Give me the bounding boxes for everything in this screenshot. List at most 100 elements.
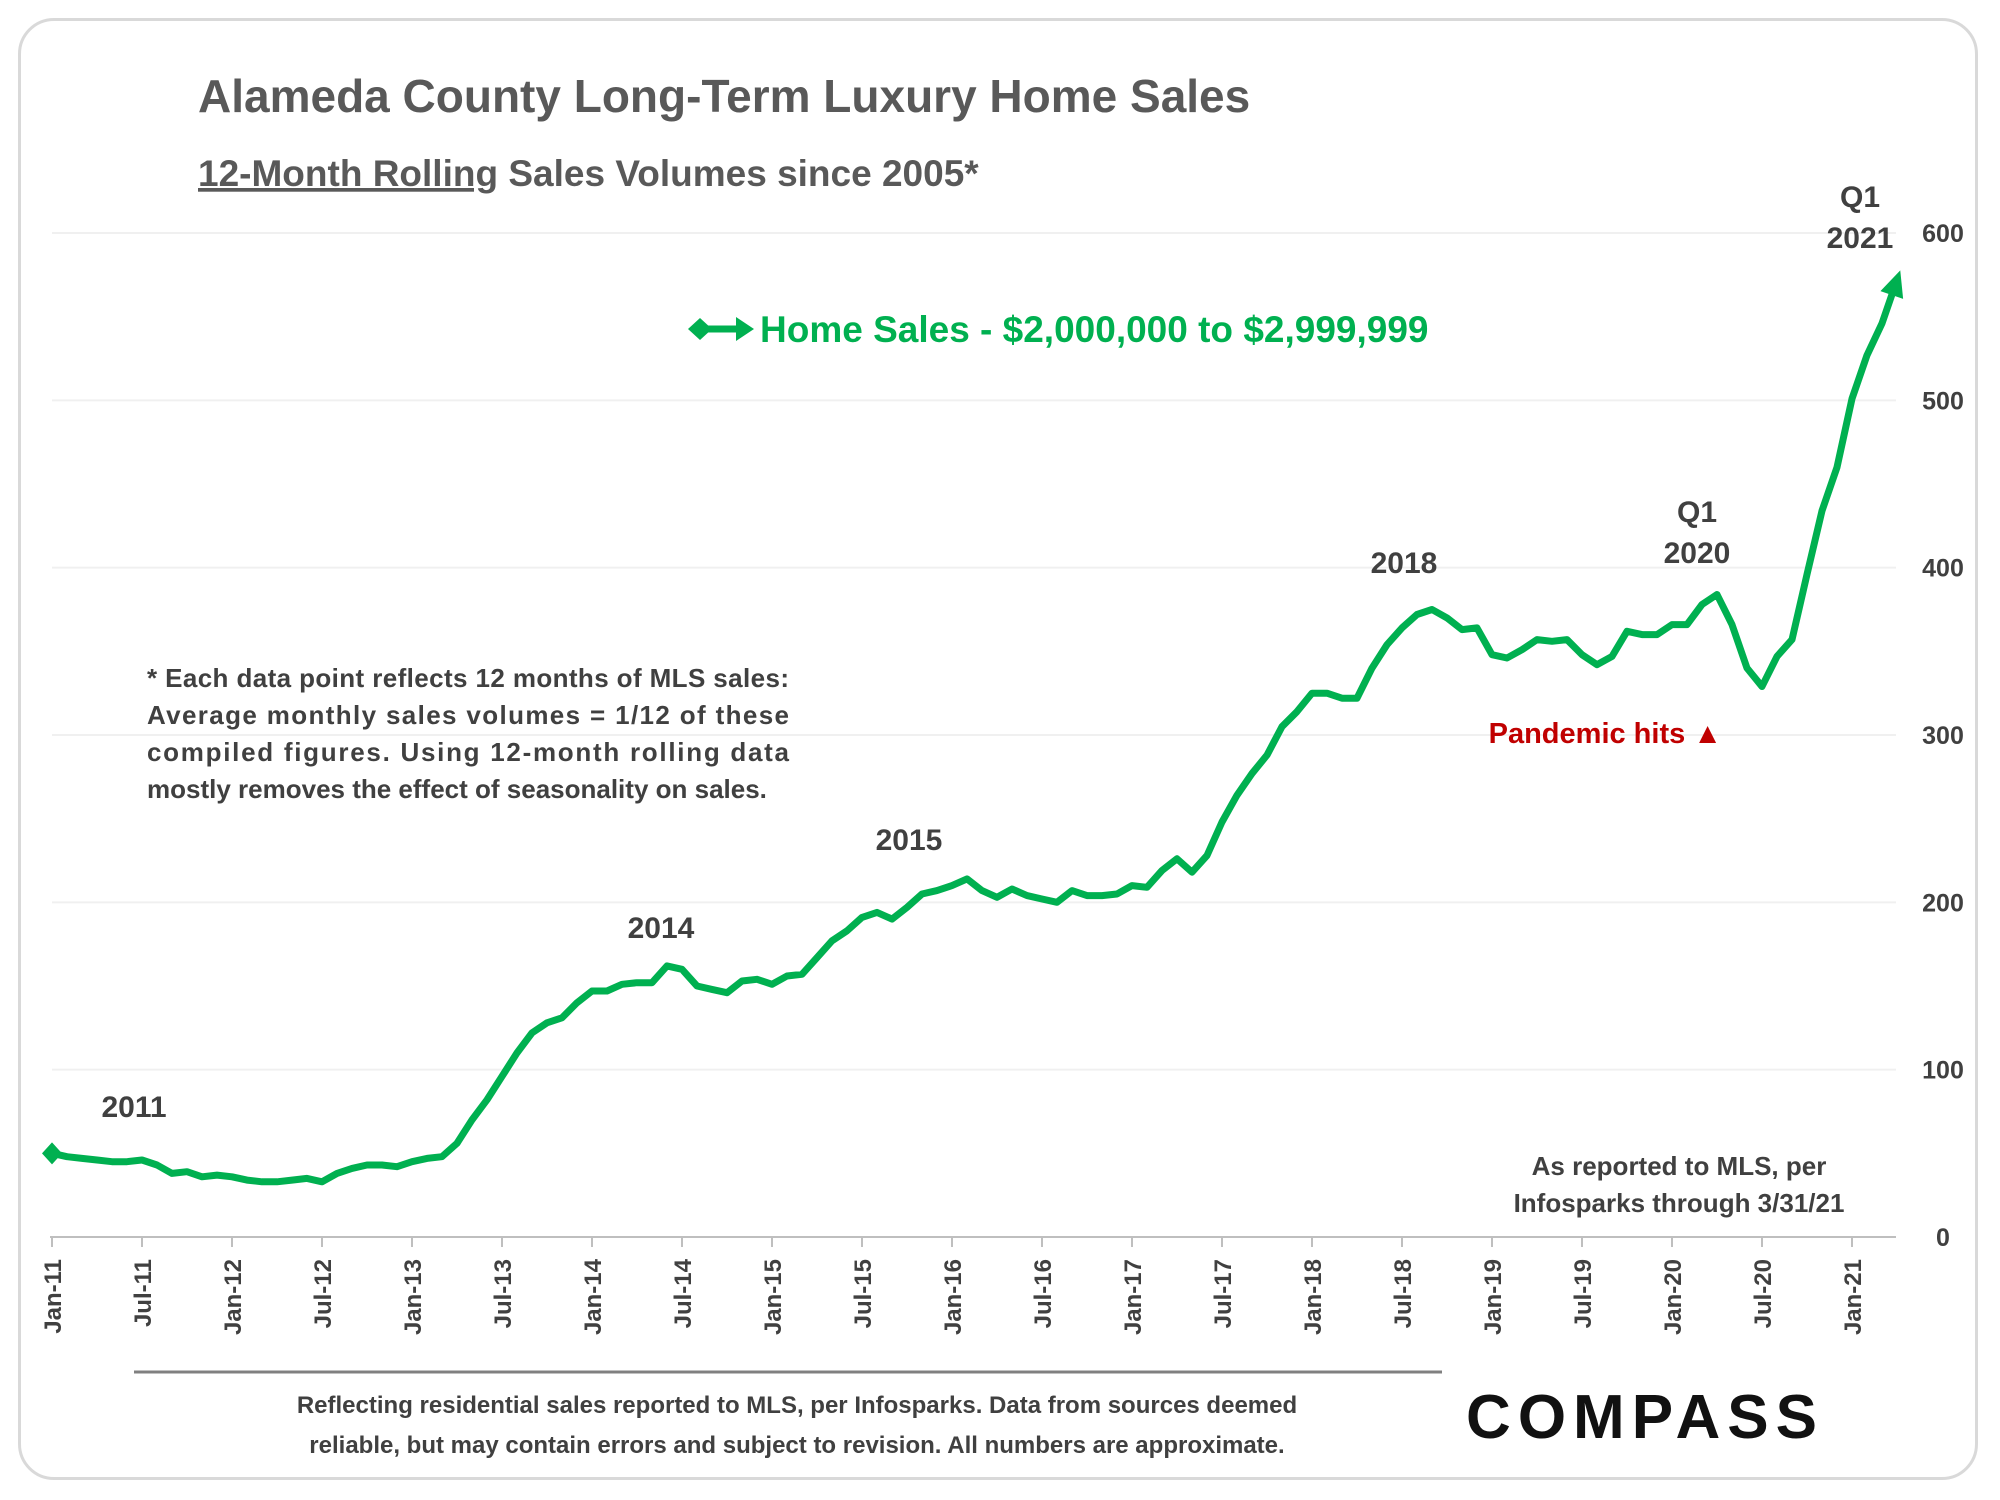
data-point <box>709 986 715 992</box>
y-tick-label-500: 500 <box>1922 387 1964 415</box>
y-tick-label-0: 0 <box>1936 1224 1950 1252</box>
annotation-2011: 2011 <box>101 1091 166 1124</box>
data-point <box>499 1073 505 1079</box>
data-point <box>799 971 805 977</box>
data-point <box>1549 638 1555 644</box>
x-tick-label-Jul-14: Jul-14 <box>670 1258 697 1328</box>
x-tick-label-Jul-20: Jul-20 <box>1750 1259 1777 1328</box>
data-point <box>1669 622 1675 628</box>
data-point <box>979 888 985 894</box>
x-tick-label-Jan-20: Jan-20 <box>1660 1259 1687 1335</box>
data-point <box>559 1015 565 1021</box>
y-tick-label-300: 300 <box>1922 722 1964 750</box>
data-point <box>514 1050 520 1056</box>
data-point <box>1654 632 1660 638</box>
x-tick-label-Jul-18: Jul-18 <box>1390 1259 1417 1328</box>
footer-line-2: reliable, but may contain errors and sub… <box>309 1432 1284 1459</box>
source-line-1: As reported to MLS, per <box>1532 1151 1827 1181</box>
data-point <box>1279 724 1285 730</box>
data-point <box>1024 893 1030 899</box>
annotation-q1-2020-quarter: Q1 <box>1677 496 1717 529</box>
data-point <box>724 990 730 996</box>
data-point <box>1084 893 1090 899</box>
data-point <box>1714 591 1720 597</box>
data-point <box>1594 662 1600 668</box>
subtitle-rest: Sales Volumes since 2005* <box>498 153 979 194</box>
data-point <box>349 1165 355 1171</box>
data-point <box>1219 819 1225 825</box>
x-axis: Jan-11 Jul-11 Jan-12 Jul-12 Jan-13 Jul-13 Jan-… <box>40 1236 1896 1335</box>
data-point <box>409 1159 415 1165</box>
data-point <box>1474 625 1480 631</box>
annotation-q1-2020-year: 2020 <box>1664 537 1731 570</box>
data-point <box>664 963 670 969</box>
data-point <box>1699 601 1705 607</box>
chart-title: Alameda County Long-Term Luxury Home Sal… <box>198 70 1250 122</box>
x-tick-label-Jul-13: Jul-13 <box>490 1259 517 1328</box>
note-line-3: compiled figures. Using 12-month rolling… <box>147 737 790 767</box>
data-point <box>1414 612 1420 618</box>
data-point <box>694 983 700 989</box>
x-tick-label-Jan-13: Jan-13 <box>400 1259 427 1335</box>
data-point <box>1534 637 1540 643</box>
data-point <box>1519 647 1525 653</box>
data-point <box>1444 615 1450 621</box>
data-point <box>1579 652 1585 658</box>
data-point <box>1204 852 1210 858</box>
data-point <box>1744 665 1750 671</box>
data-point <box>1294 709 1300 715</box>
data-point <box>1729 622 1735 628</box>
data-point <box>319 1179 325 1185</box>
data-point <box>304 1175 310 1181</box>
data-point <box>1054 899 1060 905</box>
data-point <box>1159 868 1165 874</box>
data-point <box>904 904 910 910</box>
data-point <box>529 1030 535 1036</box>
y-tick-label-100: 100 <box>1922 1057 1964 1085</box>
data-point <box>1264 752 1270 758</box>
data-point <box>679 966 685 972</box>
legend-label: Home Sales - $2,000,000 to $2,999,999 <box>760 309 1429 350</box>
gridlines <box>52 232 1896 1071</box>
series-group <box>42 270 1904 1186</box>
data-point <box>1339 695 1345 701</box>
data-point <box>1759 683 1765 689</box>
data-point <box>919 891 925 897</box>
data-point <box>64 1154 70 1160</box>
data-point <box>1609 653 1615 659</box>
data-point <box>379 1162 385 1168</box>
data-point <box>859 914 865 920</box>
data-point <box>199 1174 205 1180</box>
data-point <box>1834 464 1840 470</box>
x-tick-label-Jul-12: Jul-12 <box>310 1259 337 1328</box>
data-point <box>1114 891 1120 897</box>
data-point <box>634 980 640 986</box>
y-axis: 0 100 200 300 400 500 600 <box>1922 220 1964 1252</box>
data-point <box>544 1020 550 1026</box>
data-point <box>1099 893 1105 899</box>
data-point <box>229 1174 235 1180</box>
annotation-2014: 2014 <box>628 912 695 945</box>
subtitle-underlined: 12-Month Rolling <box>198 153 498 194</box>
annotation-pandemic-hits: Pandemic hits ▲ <box>1489 718 1722 750</box>
annotation-q1-2021-year: 2021 <box>1827 222 1894 255</box>
x-tick-label-Jan-19: Jan-19 <box>1480 1259 1507 1335</box>
data-point <box>1189 869 1195 875</box>
data-point <box>259 1179 265 1185</box>
data-point <box>889 916 895 922</box>
data-point <box>589 988 595 994</box>
data-point <box>619 981 625 987</box>
x-tick-label-Jan-11: Jan-11 <box>40 1259 67 1334</box>
data-point <box>94 1157 100 1163</box>
data-point <box>274 1179 280 1185</box>
data-point <box>1384 642 1390 648</box>
data-point <box>1864 352 1870 358</box>
data-point <box>604 988 610 994</box>
data-point <box>814 955 820 961</box>
data-point <box>1174 856 1180 862</box>
data-point <box>844 928 850 934</box>
data-point <box>1234 792 1240 798</box>
data-point <box>1684 622 1690 628</box>
data-point <box>154 1162 160 1168</box>
data-point <box>364 1162 370 1168</box>
